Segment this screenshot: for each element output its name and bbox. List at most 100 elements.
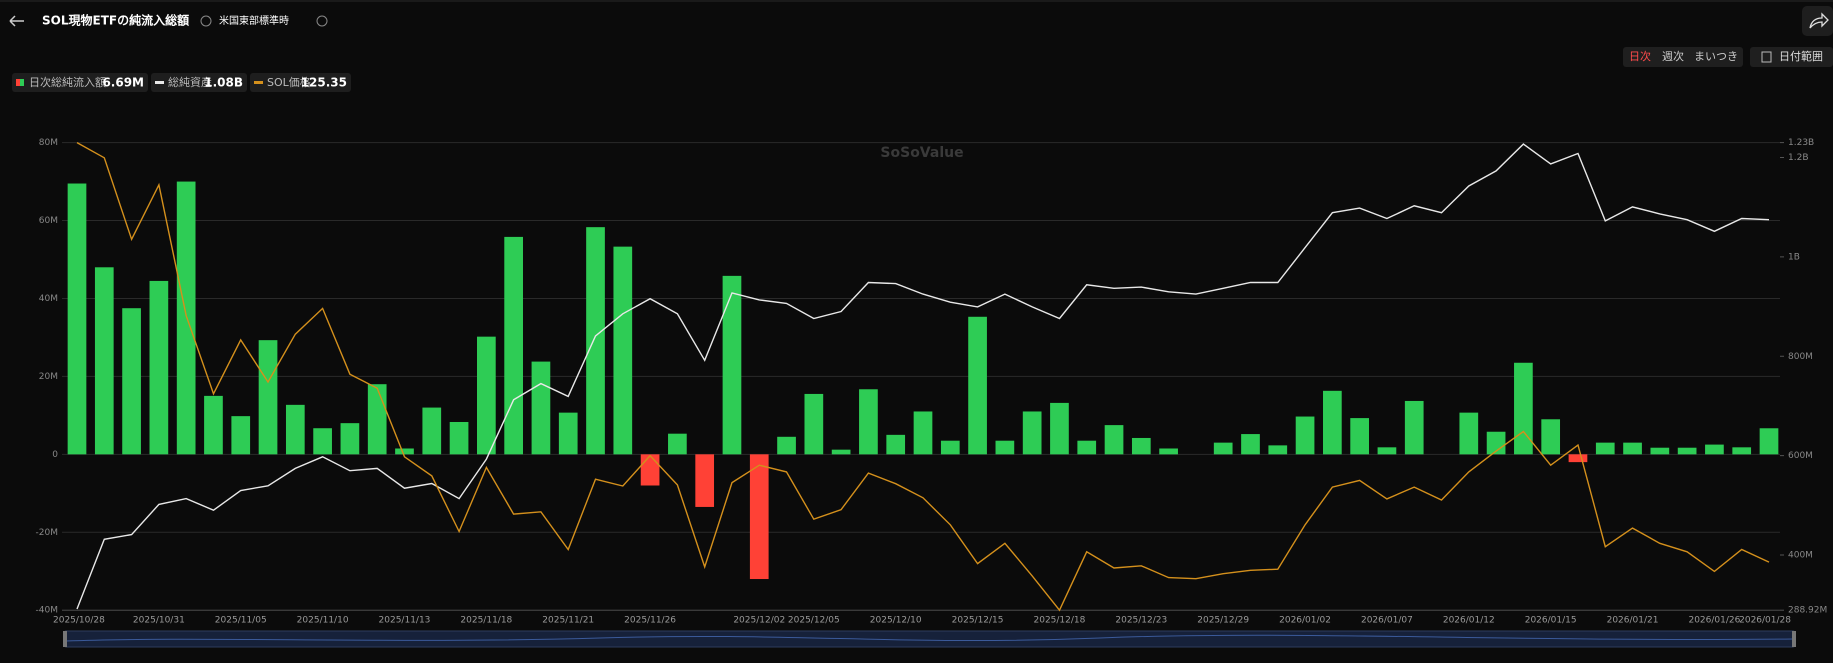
navigator-handle[interactable]: [63, 631, 67, 647]
bar: [1595, 442, 1615, 455]
bar: [1486, 431, 1506, 455]
bar: [1241, 434, 1260, 455]
bar: [313, 428, 332, 455]
back-button[interactable]: [9, 15, 24, 27]
legend-name: 日次総純流入額: [29, 75, 106, 89]
info-icon[interactable]: [316, 15, 328, 27]
legend-name: SOL価格: [267, 75, 311, 89]
bar: [422, 407, 442, 455]
y2-tick-label: 1.2B: [1788, 153, 1809, 163]
bar: [1568, 454, 1588, 463]
y-tick-label: 40M: [39, 294, 58, 304]
y2-tick-label: 1B: [1788, 252, 1800, 262]
bar: [94, 267, 114, 455]
x-tick-label: 2025/11/05: [215, 616, 267, 626]
line: [76, 141, 1770, 612]
bar: [968, 316, 987, 455]
x-tick-label: 2026/01/15: [1525, 616, 1577, 626]
share-button[interactable]: [1802, 6, 1833, 36]
bar: [1323, 390, 1342, 455]
bar: [1705, 444, 1724, 455]
watermark: SoSoValue: [880, 145, 963, 161]
bar: [995, 440, 1015, 455]
bar: [176, 181, 196, 455]
bar: [940, 440, 960, 455]
bar: [531, 361, 551, 455]
bar: [477, 336, 496, 455]
legend-value: 1.08B: [204, 76, 243, 90]
bar: [1050, 402, 1069, 455]
x-tick-label: 2026/01/02: [1279, 616, 1331, 626]
x-tick-label: 2025/12/18: [1034, 616, 1086, 626]
legend-item: [12, 73, 148, 92]
bar: [777, 436, 796, 455]
bar: [1377, 447, 1397, 455]
legend-swatch: [254, 81, 263, 84]
y2-tick-label: 1.23B: [1788, 138, 1814, 148]
bar: [1159, 448, 1178, 455]
x-tick-label: 2025/12/10: [870, 616, 922, 626]
period-button[interactable]: 週次: [1662, 49, 1684, 63]
x-tick-label: 2025/12/23: [1115, 616, 1167, 626]
y2-tick-label: 800M: [1788, 352, 1813, 362]
bar: [1104, 425, 1124, 455]
legend-value: 125.35: [301, 76, 347, 90]
x-tick-label: 2025/11/26: [624, 616, 676, 626]
y2-tick-label: 600M: [1788, 451, 1813, 461]
y-tick-label: 20M: [39, 372, 58, 382]
bar: [258, 340, 278, 455]
bar: [1759, 428, 1779, 455]
x-tick-label: 2025/12/29: [1197, 616, 1249, 626]
x-tick-label: 2025/11/21: [542, 616, 594, 626]
bar: [231, 416, 251, 455]
timezone: 米国東部標準時: [219, 14, 289, 27]
x-tick-label: 2026/01/26: [1688, 616, 1740, 626]
bar: [1623, 442, 1642, 455]
info-icon[interactable]: [200, 15, 212, 27]
x-tick-label: 2025/11/13: [379, 616, 431, 626]
bar: [586, 227, 605, 455]
bar: [149, 280, 169, 455]
bar: [285, 404, 305, 455]
legend-item: [151, 73, 247, 92]
bar: [449, 421, 469, 455]
legend-swatch: [20, 79, 24, 86]
line: [76, 143, 1770, 610]
period-button[interactable]: まいつき: [1694, 50, 1738, 63]
navigator[interactable]: [63, 630, 1796, 648]
y2-tick-label: 288.92M: [1788, 606, 1827, 616]
bar: [1131, 437, 1151, 455]
bar: [886, 434, 906, 455]
bar: [1541, 419, 1561, 455]
bar: [640, 454, 660, 486]
bar: [695, 454, 715, 507]
period-button[interactable]: 日次: [1629, 49, 1651, 63]
y-tick-label: -20M: [36, 528, 58, 538]
navigator-handle[interactable]: [1792, 631, 1796, 647]
y-tick-label: 60M: [39, 216, 58, 226]
period-toggle: [1623, 47, 1743, 67]
bar: [1459, 412, 1479, 455]
x-tick-label: 2025/10/28: [53, 616, 105, 626]
navigator-line: [65, 634, 1794, 642]
date-range-label: 日付範囲: [1779, 49, 1823, 63]
bar: [1022, 411, 1042, 455]
bar: [859, 389, 878, 455]
x-tick-label: 2026/01/12: [1443, 616, 1495, 626]
legend-swatch: [16, 79, 20, 86]
bar: [831, 449, 851, 455]
x-tick-label: 2026/01/07: [1361, 616, 1413, 626]
bar: [395, 448, 414, 455]
legend-name: 総純資産: [168, 75, 212, 89]
y2-tick-label: 400M: [1788, 551, 1813, 561]
legend-item: [250, 73, 351, 92]
page-title: SOL現物ETFの純流入総額: [42, 13, 189, 28]
plot: 80M 60M 40M 20M 0 -20M -40M 1.23B 1.2B 1B 800M 600M…: [36, 138, 1828, 626]
bar: [1213, 442, 1233, 455]
bar: [1514, 362, 1533, 455]
y-tick-label: 80M: [39, 138, 58, 148]
x-tick-label: 2025/12/05: [788, 616, 840, 626]
calendar-icon: [1761, 51, 1772, 63]
